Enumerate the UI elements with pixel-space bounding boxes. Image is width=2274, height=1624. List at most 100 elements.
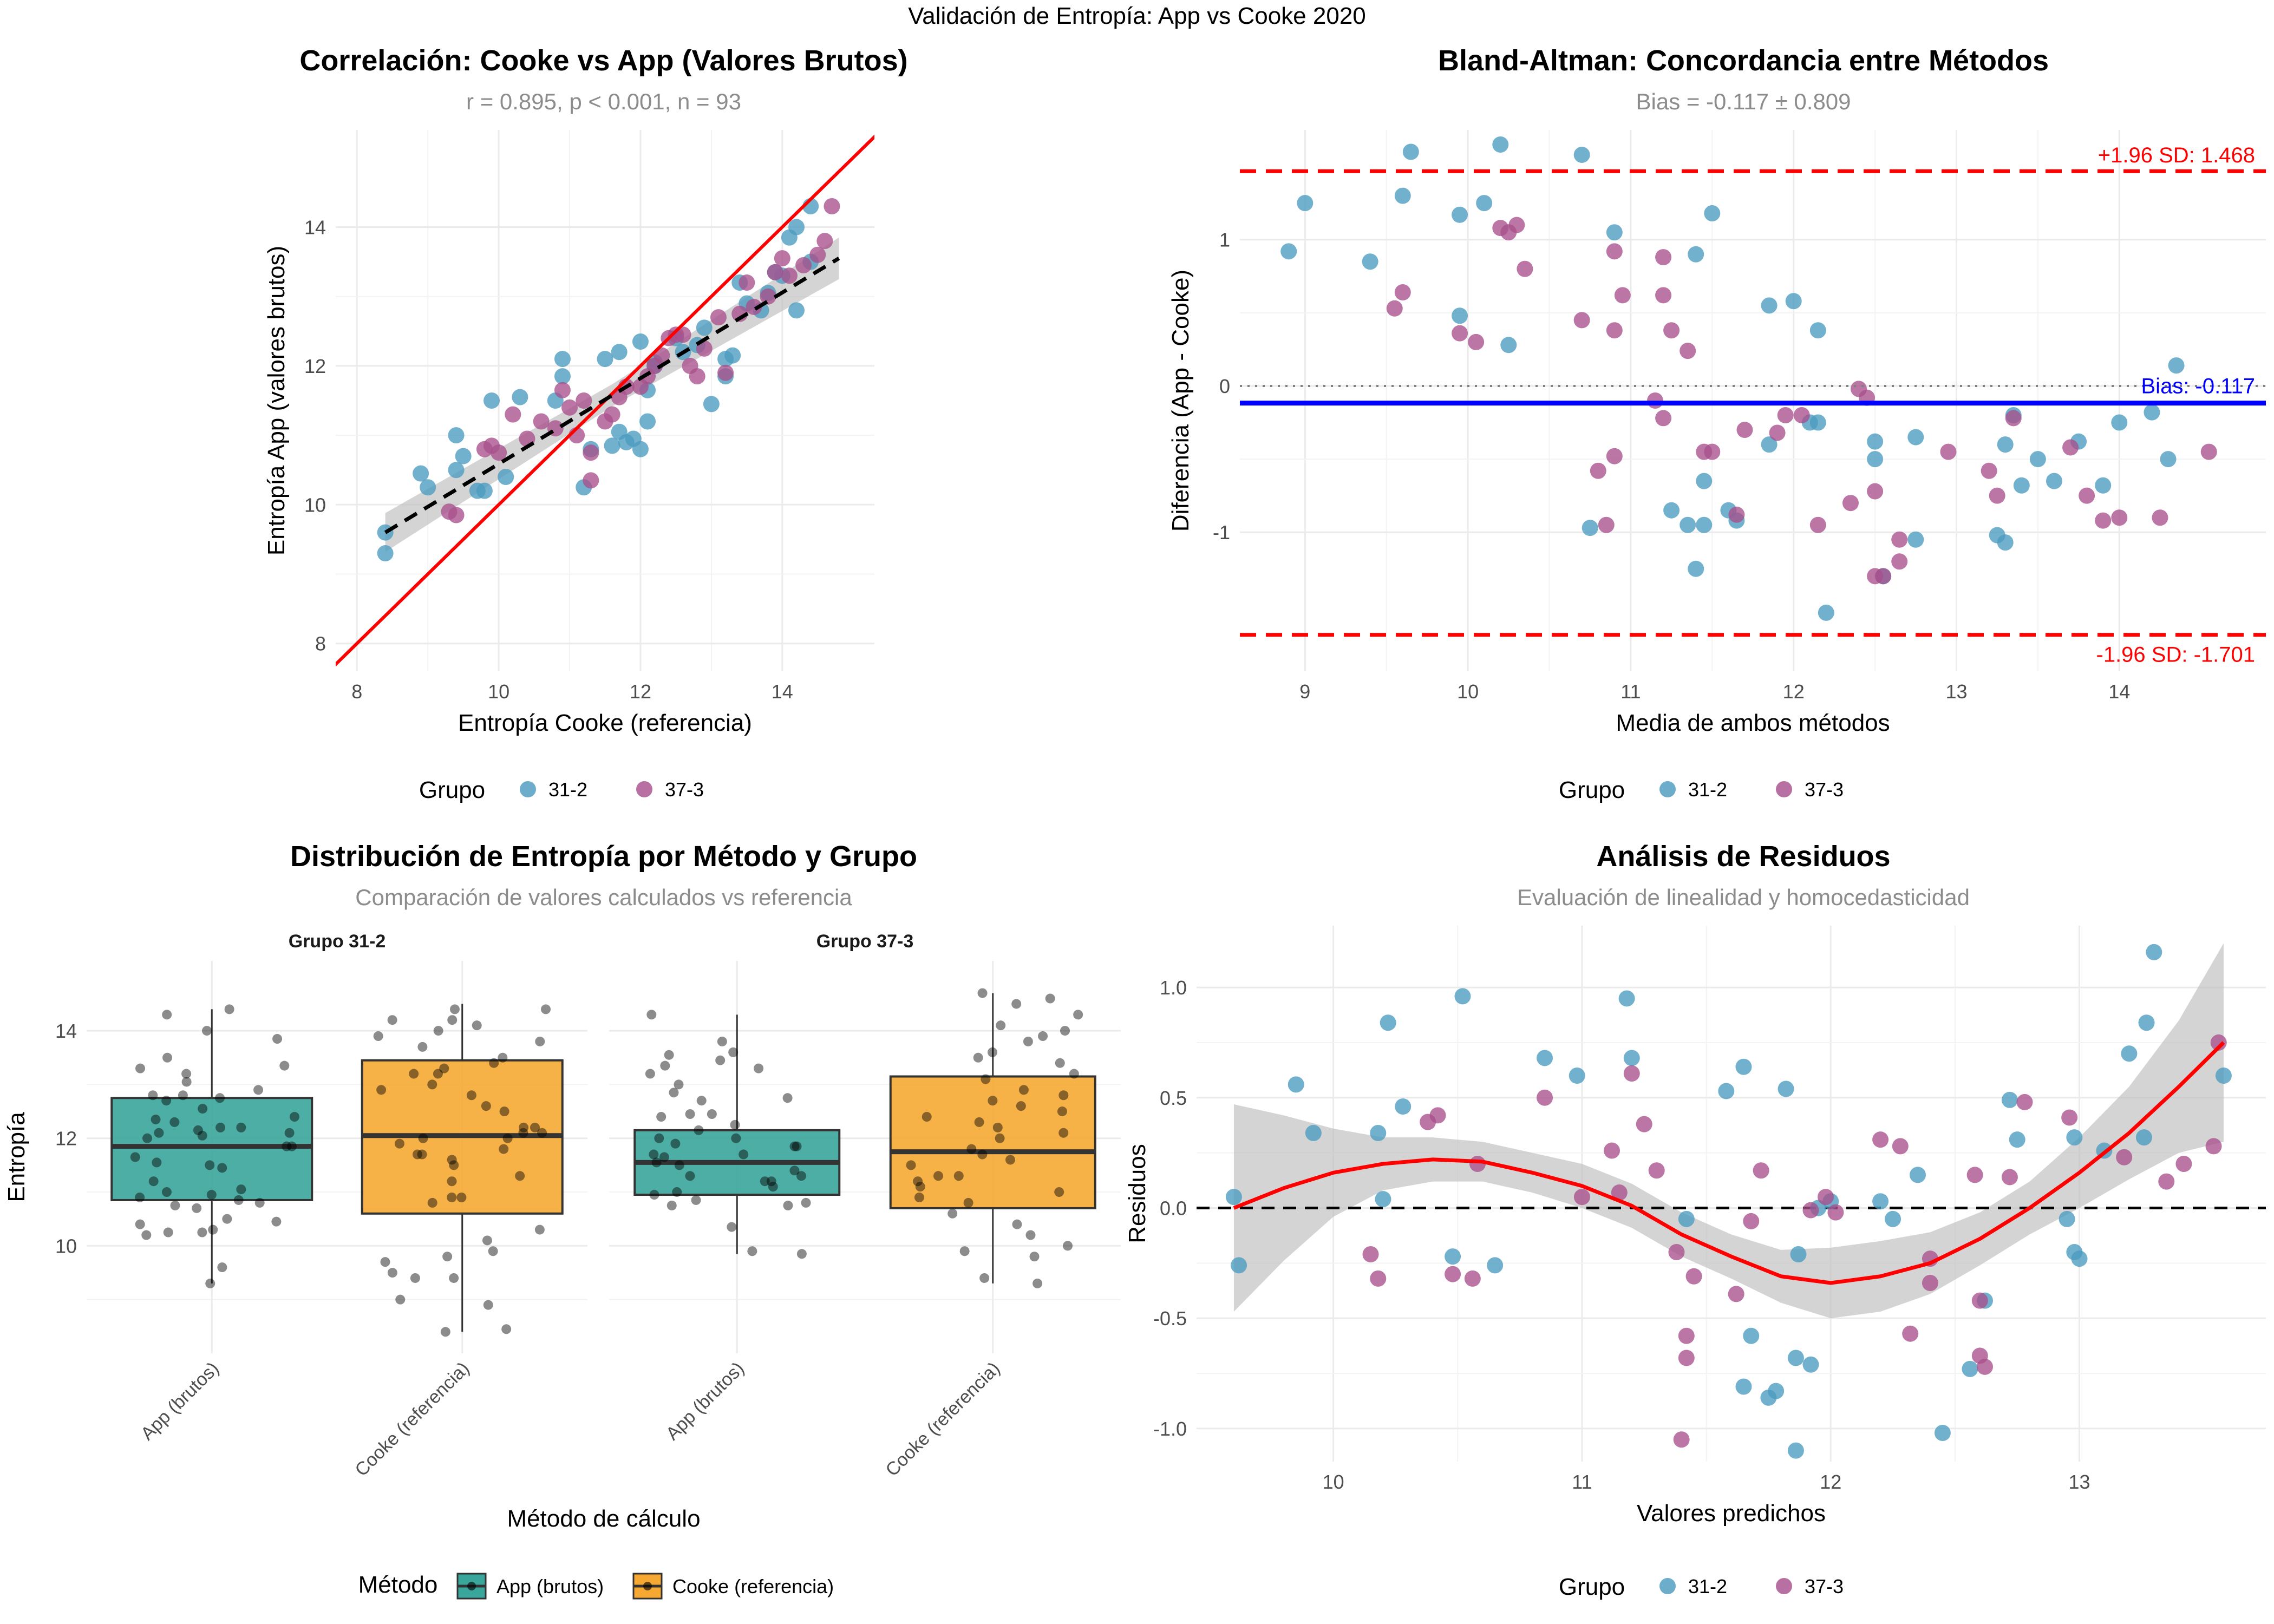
- ba-ytick-0: -1: [1213, 521, 1230, 543]
- corr-point-1-39: [809, 246, 826, 263]
- box-jitter-point-1-1-18: [966, 1144, 977, 1154]
- box-jitter-point-1-1-3: [959, 1246, 970, 1256]
- box-jitter-point-0-1-47: [449, 1004, 460, 1014]
- corr-regression-line: [384, 257, 840, 534]
- corr-point-1-4: [491, 444, 507, 461]
- box-jitter-point-0-1-6: [387, 1268, 397, 1278]
- res-point-0-38: [2066, 1129, 2083, 1146]
- box-jitter-point-0-1-25: [518, 1128, 528, 1138]
- ba-point-1-39: [1989, 487, 2005, 504]
- box-jitter-point-1-0-9: [768, 1182, 778, 1192]
- res-legend-label-1: 37-3: [1805, 1575, 1844, 1597]
- box-jitter-point-1-1-31: [1055, 1058, 1065, 1068]
- corr-ytick-1: 10: [304, 494, 326, 516]
- box-legend: Método App (brutos) Cooke (referencia): [358, 1571, 834, 1600]
- ba-point-1-27: [1793, 407, 1810, 424]
- box-legend-label-0: App (brutos): [496, 1575, 604, 1597]
- corr-ytick-2: 12: [304, 355, 326, 377]
- box-jitter-point-0-1-30: [481, 1101, 491, 1111]
- ba-point-0-26: [1809, 414, 1826, 431]
- box-jitter-point-0-0-41: [181, 1069, 192, 1079]
- res-point-0-22: [1778, 1081, 1794, 1097]
- box-legend-key-point-0: [467, 1582, 476, 1590]
- res-xtick-1: 11: [1572, 1471, 1592, 1493]
- corr-point-0-11: [512, 389, 528, 405]
- corr-point-0-45: [788, 219, 805, 235]
- ba-point-0-28: [1818, 604, 1834, 621]
- res-point-0-5: [1375, 1191, 1391, 1208]
- corr-point-0-19: [611, 344, 628, 361]
- res-point-0-7: [1395, 1098, 1412, 1115]
- res-point-0-1: [1231, 1257, 1247, 1274]
- box-jitter-point-1-1-4: [1062, 1241, 1073, 1251]
- res-point-0-21: [1768, 1383, 1785, 1399]
- res-point-0-18: [1743, 1327, 1760, 1344]
- box-jitter-point-0-1-34: [433, 1069, 443, 1079]
- corr-point-0-14: [554, 351, 571, 368]
- ba-xtick-5: 14: [2108, 680, 2130, 703]
- res-ytick-4: 1.0: [1160, 977, 1187, 999]
- corr-point-1-16: [604, 406, 620, 423]
- res-ytick-3: 0.5: [1160, 1087, 1187, 1109]
- box-jitter-point-1-1-11: [915, 1182, 925, 1192]
- ba-series-1: [1386, 217, 2217, 585]
- box-jitter-point-0-0-39: [253, 1085, 264, 1095]
- box-jitter-point-0-1-31: [466, 1090, 476, 1101]
- res-point-0-6: [1380, 1014, 1396, 1031]
- ba-point-0-35: [1997, 534, 2014, 551]
- box-jitter-point-1-0-6: [691, 1195, 701, 1205]
- corr-point-0-23: [632, 333, 649, 350]
- box-jitter-point-0-1-33: [427, 1079, 437, 1090]
- ba-point-0-43: [2111, 414, 2128, 431]
- box-facet-label-1: Grupo 37-3: [816, 931, 913, 952]
- box-jitter-point-1-0-23: [731, 1133, 741, 1143]
- ba-point-0-24: [1785, 293, 1802, 310]
- ba-ytick-1: 0: [1219, 375, 1230, 397]
- res-point-0-12: [1569, 1068, 1585, 1084]
- box-jitter-point-0-1-38: [498, 1052, 508, 1063]
- box-xtick-0-0: App (brutos): [137, 1358, 223, 1444]
- box-rect-0-0: [110, 1097, 313, 1201]
- ba-point-0-18: [1696, 473, 1713, 489]
- res-point-1-24: [1827, 1204, 1844, 1221]
- box-jitter-point-1-1-5: [1025, 1230, 1036, 1240]
- ba-point-1-34: [1875, 568, 1892, 585]
- ba-point-0-13: [1663, 502, 1680, 519]
- box-jitter-point-0-0-22: [282, 1141, 292, 1151]
- ba-point-0-29: [1867, 433, 1884, 450]
- box-jitter-point-0-0-35: [161, 1096, 172, 1106]
- box-jitter-point-1-0-38: [664, 1050, 674, 1060]
- ba-point-0-6: [1452, 206, 1468, 223]
- res-point-1-12: [1636, 1116, 1652, 1132]
- corr-legend: Grupo 31-2 37-3: [419, 777, 704, 803]
- box-jitter-point-1-0-17: [659, 1152, 669, 1162]
- res-point-0-26: [1802, 1356, 1819, 1373]
- res-point-0-11: [1537, 1050, 1553, 1066]
- res-legend-title: Grupo: [1559, 1574, 1625, 1600]
- box-jitter-point-1-1-6: [1012, 1219, 1022, 1229]
- box-jitter-point-1-0-25: [694, 1125, 704, 1135]
- box-jitter-point-1-1-21: [992, 1122, 1003, 1132]
- res-point-1-15: [1673, 1431, 1690, 1448]
- ba-point-1-19: [1663, 322, 1680, 339]
- box-jitter-point-0-1-16: [515, 1171, 525, 1181]
- box-jitter-point-0-0-44: [162, 1052, 173, 1063]
- ba-point-1-14: [1614, 287, 1631, 304]
- box-legend-title: Método: [358, 1571, 438, 1598]
- res-point-1-35: [2061, 1109, 2078, 1126]
- box-jitter-point-0-1-21: [499, 1144, 509, 1154]
- box-jitter-point-1-0-21: [792, 1141, 802, 1151]
- corr-ylabel: Entropía App (valores brutos): [263, 246, 290, 555]
- box-jitter-point-1-1-16: [1005, 1155, 1016, 1165]
- ba-point-0-33: [1907, 531, 1924, 548]
- res-point-0-32: [1934, 1425, 1951, 1442]
- res-point-1-5: [1464, 1270, 1481, 1287]
- ba-point-0-4: [1362, 253, 1378, 270]
- ba-point-1-24: [1736, 422, 1753, 438]
- ba-point-1-9: [1590, 462, 1606, 479]
- corr-ytick-0: 8: [315, 633, 326, 655]
- res-smooth-line: [1233, 1041, 2225, 1285]
- box-jitter-point-1-1-32: [973, 1052, 983, 1063]
- ba-subtitle: Bias = -0.117 ± 0.809: [1636, 89, 1851, 114]
- ba-point-1-41: [2062, 439, 2079, 456]
